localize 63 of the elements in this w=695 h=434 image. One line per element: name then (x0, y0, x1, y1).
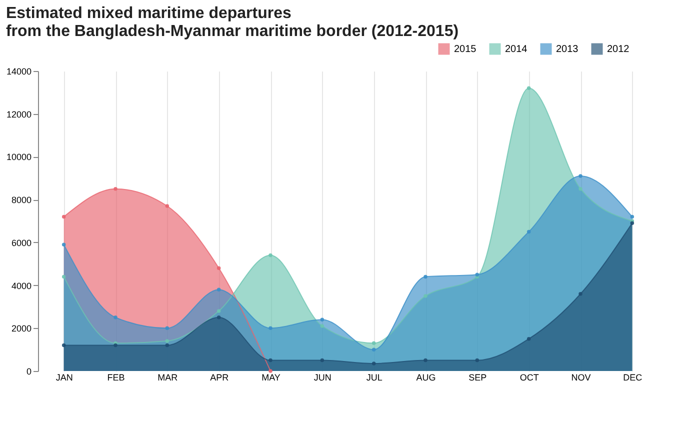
point (165, 339, 170, 343)
point (630, 214, 634, 219)
point (62, 343, 66, 348)
x-tick-label: MAY (262, 372, 280, 382)
point (372, 348, 376, 352)
point (526, 336, 531, 341)
point (114, 186, 118, 191)
point (578, 186, 582, 191)
x-tick-label: JUN (314, 372, 332, 382)
point (216, 266, 221, 270)
x-tick-label: SEP (468, 372, 487, 382)
y-tick-label: 4000 (11, 280, 32, 291)
y-tick-label: 12000 (6, 109, 32, 120)
x-tick-label: OCT (520, 372, 540, 382)
x-tick-label: JAN (56, 372, 73, 382)
y-tick-label: 14000 (6, 66, 32, 76)
point (526, 230, 531, 234)
point (268, 326, 272, 330)
point (424, 294, 428, 298)
point (62, 242, 66, 246)
y-tick-label: 0 (26, 366, 32, 376)
point (216, 288, 221, 292)
point (165, 343, 170, 348)
legend-label: 2012 (607, 44, 630, 55)
text: Estimated mixed maritime departures (6, 5, 292, 22)
x-tick-label: JUL (366, 372, 382, 382)
y-tick-label: 6000 (11, 238, 32, 248)
point (62, 274, 66, 279)
point (320, 318, 324, 322)
point (475, 272, 480, 276)
x-tick-label: MAR (158, 372, 178, 382)
y-tick-label: 2000 (11, 324, 32, 334)
point (475, 358, 480, 362)
point (216, 309, 221, 313)
y-tick-label: 10000 (6, 152, 32, 162)
legend-label: 2014 (505, 44, 528, 55)
point (268, 253, 272, 258)
point (216, 316, 221, 320)
y-tick-label: 8000 (11, 195, 32, 206)
point (526, 86, 531, 90)
text: from the Bangladesh-Myanmar maritime border (2012-2015) (6, 23, 459, 40)
point (320, 324, 324, 328)
x-tick-label: FEB (107, 372, 125, 382)
point (268, 358, 272, 362)
point (320, 358, 324, 362)
point (62, 214, 66, 219)
x-tick-label: DEC (623, 372, 643, 382)
x-tick-label: AUG (416, 372, 436, 382)
legend-label: 2013 (556, 44, 579, 55)
point (424, 274, 428, 279)
point (165, 326, 170, 330)
point (268, 369, 272, 373)
point (372, 362, 376, 366)
point (165, 204, 170, 208)
x-tick-label: APR (210, 372, 230, 382)
point (578, 174, 582, 178)
x-tick-label: NOV (571, 372, 591, 382)
point (578, 292, 582, 296)
point (630, 221, 634, 226)
point (114, 343, 118, 348)
legend-label: 2015 (454, 44, 477, 55)
point (372, 341, 376, 346)
point (114, 316, 118, 320)
